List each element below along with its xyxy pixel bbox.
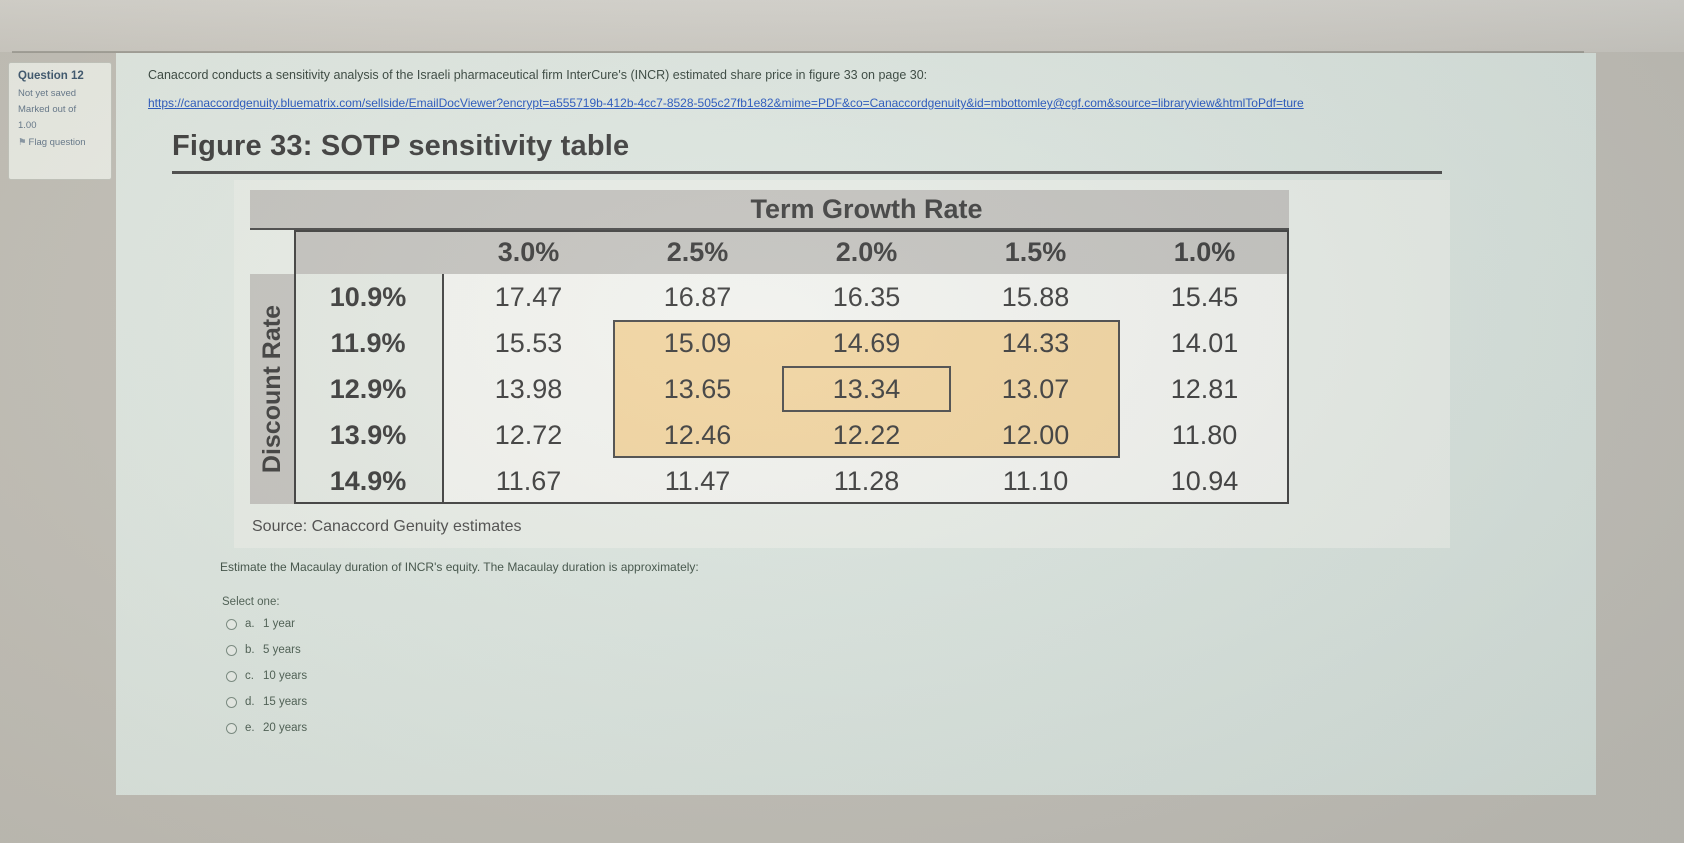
select-one-label: Select one: <box>222 596 280 608</box>
discount-rate-band: Discount Rate <box>250 274 294 504</box>
top-strip <box>0 0 1684 52</box>
table-cell: 10.94 <box>1120 458 1289 504</box>
table-cell: 14.33 <box>951 320 1120 366</box>
table-cell: 16.35 <box>782 274 951 320</box>
figure-title-rule <box>172 171 1442 174</box>
question-mark-value: 1.00 <box>18 120 37 131</box>
option-e-label: 20 years <box>263 722 308 734</box>
table-cell: 11.80 <box>1120 412 1289 458</box>
table-cell: 12.00 <box>951 412 1120 458</box>
option-d[interactable]: d. 15 years <box>226 696 307 708</box>
top-seam-divider <box>12 51 1584 53</box>
table-cell: 16.87 <box>613 274 782 320</box>
table-cell: 17.47 <box>444 274 613 320</box>
col-header-1.0%: 1.0% <box>1120 230 1289 274</box>
question-prompt: Canaccord conducts a sensitivity analysi… <box>148 68 928 82</box>
row-header-12.9%: 12.9% <box>294 366 444 412</box>
option-a-label: 1 year <box>263 618 295 630</box>
flag-question-label: Flag question <box>28 137 86 148</box>
figure-title: Figure 33: SOTP sensitivity table <box>172 130 630 162</box>
table-cell: 13.34 <box>782 366 951 412</box>
figure-source: Source: Canaccord Genuity estimates <box>252 518 522 535</box>
row-header-11.9%: 11.9% <box>294 320 444 366</box>
radio-option-a[interactable] <box>226 618 237 630</box>
question-status: Not yet saved <box>18 88 77 99</box>
option-c[interactable]: c. 10 years <box>226 670 307 682</box>
option-e-letter: e. <box>245 722 255 734</box>
term-growth-band-spacer <box>250 190 444 230</box>
table-cell: 11.28 <box>782 458 951 504</box>
question-marked-label: Marked out of <box>18 104 77 115</box>
corner-blank <box>250 230 294 274</box>
table-cell: 12.22 <box>782 412 951 458</box>
option-a[interactable]: a. 1 year <box>226 618 295 630</box>
table-cell: 12.81 <box>1120 366 1289 412</box>
row-header-14.9%: 14.9% <box>294 458 444 504</box>
question-info-box: Question 12 Not yet saved Marked out of … <box>8 62 112 180</box>
row-header-13.9%: 13.9% <box>294 412 444 458</box>
question-text: Estimate the Macaulay duration of INCR's… <box>220 560 699 574</box>
option-c-letter: c. <box>245 670 254 682</box>
option-c-label: 10 years <box>263 670 308 682</box>
col-header-1.5%: 1.5% <box>951 230 1120 274</box>
radio-option-e[interactable] <box>226 722 237 734</box>
table-cell: 14.69 <box>782 320 951 366</box>
discount-rate-label: Discount Rate <box>257 304 286 474</box>
term-growth-rate-label: Term Growth Rate <box>444 190 1289 230</box>
table-cell: 15.09 <box>613 320 782 366</box>
table-cell: 12.46 <box>613 412 782 458</box>
radio-option-b[interactable] <box>226 644 237 656</box>
table-cell: 11.10 <box>951 458 1120 504</box>
option-b[interactable]: b. 5 years <box>226 644 301 656</box>
table-cell: 13.65 <box>613 366 782 412</box>
table-cell: 15.45 <box>1120 274 1289 320</box>
option-b-letter: b. <box>245 644 255 656</box>
table-cell: 15.88 <box>951 274 1120 320</box>
sensitivity-grid: Term Growth Rate 3.0% 2.5% 2.0% 1.5% 1.0% Disc… <box>250 190 1289 504</box>
col-header-2.5%: 2.5% <box>613 230 782 274</box>
radio-option-c[interactable] <box>226 670 237 682</box>
option-d-label: 15 years <box>263 696 308 708</box>
col-header-3.0%: 3.0% <box>444 230 613 274</box>
option-d-letter: d. <box>245 696 255 708</box>
table-cell: 15.53 <box>444 320 613 366</box>
option-a-letter: a. <box>245 618 255 630</box>
table-cell: 11.47 <box>613 458 782 504</box>
flag-question-link[interactable]: ⚑ Flag question <box>18 137 102 148</box>
corner-cell <box>294 230 444 274</box>
table-cell: 13.98 <box>444 366 613 412</box>
table-cell: 11.67 <box>444 458 613 504</box>
report-link[interactable]: https://canaccordgenuity.bluematrix.com/… <box>148 96 1304 110</box>
option-e[interactable]: e. 20 years <box>226 722 307 734</box>
radio-option-d[interactable] <box>226 696 237 708</box>
col-header-2.0%: 2.0% <box>782 230 951 274</box>
option-b-label: 5 years <box>263 644 301 656</box>
row-header-10.9%: 10.9% <box>294 274 444 320</box>
table-cell: 13.07 <box>951 366 1120 412</box>
table-cell: 14.01 <box>1120 320 1289 366</box>
table-cell: 12.72 <box>444 412 613 458</box>
flag-icon: ⚑ <box>18 137 27 148</box>
sensitivity-table: Term Growth Rate 3.0% 2.5% 2.0% 1.5% 1.0% Disc… <box>250 190 1289 504</box>
question-number: Question 12 <box>18 70 84 82</box>
